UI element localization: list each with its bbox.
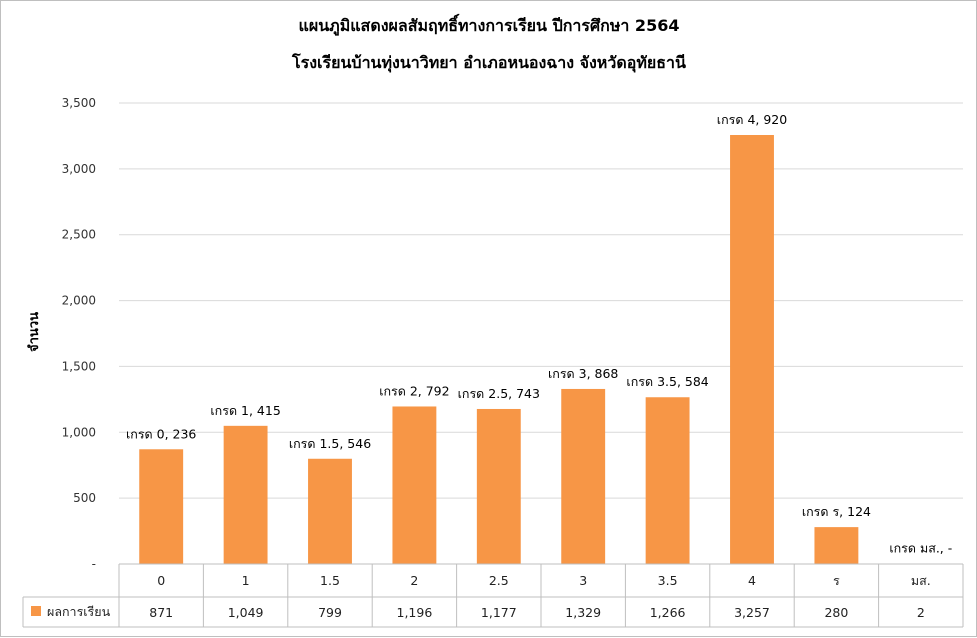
data-label: เกรด 4, 920 — [717, 112, 787, 127]
legend-series-name: ผลการเรียน — [47, 604, 111, 619]
bar — [476, 408, 521, 564]
table-value: 1,329 — [565, 605, 601, 620]
category-label: 0 — [157, 573, 165, 588]
y-tick-label: - — [92, 557, 96, 571]
y-axis-label: จำนวน — [26, 312, 42, 352]
data-label: เกรด 0, 236 — [126, 426, 196, 441]
category-label: 4 — [748, 573, 756, 588]
data-labels: เกรด 0, 236 เกรด 1, 415 เกรด 1.5, 546 เกรด … — [126, 112, 952, 556]
data-label: เกรด 1.5, 546 — [289, 436, 371, 451]
bar — [814, 527, 859, 564]
table-value: 3,257 — [734, 605, 770, 620]
data-label: เกรด 2.5, 743 — [458, 386, 540, 401]
y-tick-label: 1,500 — [62, 359, 96, 373]
bar — [139, 449, 184, 564]
data-table: ผลการเรียน 0 871 1 1,049 1.5 799 2 1,196 2.5 1,17… — [22, 563, 964, 628]
category-label: 2.5 — [489, 573, 509, 588]
y-tick-label: 500 — [73, 491, 96, 505]
table-value: 799 — [318, 605, 342, 620]
category-label: 1.5 — [320, 573, 340, 588]
chart-title: แผนภูมิแสดงผลสัมฤทธิ์ทางการเรียน ปีการศึ… — [299, 14, 680, 37]
data-label: เกรด 3.5, 584 — [626, 374, 708, 389]
data-label: เกรด 1, 415 — [210, 403, 280, 418]
table-value: 2 — [917, 605, 925, 620]
table-value: 280 — [824, 605, 848, 620]
category-label: 1 — [242, 573, 250, 588]
y-tick-label: 2,500 — [62, 228, 96, 242]
y-tick-label: 1,000 — [62, 425, 96, 439]
bar — [561, 388, 606, 564]
table-value: 871 — [149, 605, 173, 620]
bar — [308, 458, 352, 564]
bar — [645, 397, 690, 564]
category-label: 2 — [410, 573, 418, 588]
table-value: 1,049 — [228, 605, 264, 620]
y-tick-label: 3,500 — [62, 96, 96, 110]
table-value: 1,177 — [481, 605, 517, 620]
chart-subtitle: โรงเรียนบ้านทุ่งนาวิทยา อำเภอหนองฉาง จัง… — [291, 52, 686, 73]
legend-swatch — [31, 606, 41, 616]
bar — [392, 406, 437, 564]
data-label: เกรด มส., - — [889, 541, 952, 556]
table-value: 1,196 — [397, 605, 433, 620]
category-label: ร — [833, 573, 840, 588]
data-label: เกรด ร, 124 — [802, 504, 871, 519]
bars — [139, 135, 859, 564]
category-label: มส. — [911, 573, 931, 588]
category-label: 3 — [579, 573, 587, 588]
data-label: เกรด 3, 868 — [548, 366, 618, 381]
data-label: เกรด 2, 792 — [379, 383, 449, 398]
y-axis-ticks: - 500 1,000 1,500 2,000 2,500 3,000 3,500 — [62, 96, 96, 571]
bar — [730, 135, 774, 564]
category-label: 3.5 — [658, 573, 678, 588]
y-tick-label: 2,000 — [62, 294, 96, 308]
table-value: 1,266 — [650, 605, 686, 620]
bar — [223, 425, 268, 564]
y-tick-label: 3,000 — [62, 162, 96, 176]
